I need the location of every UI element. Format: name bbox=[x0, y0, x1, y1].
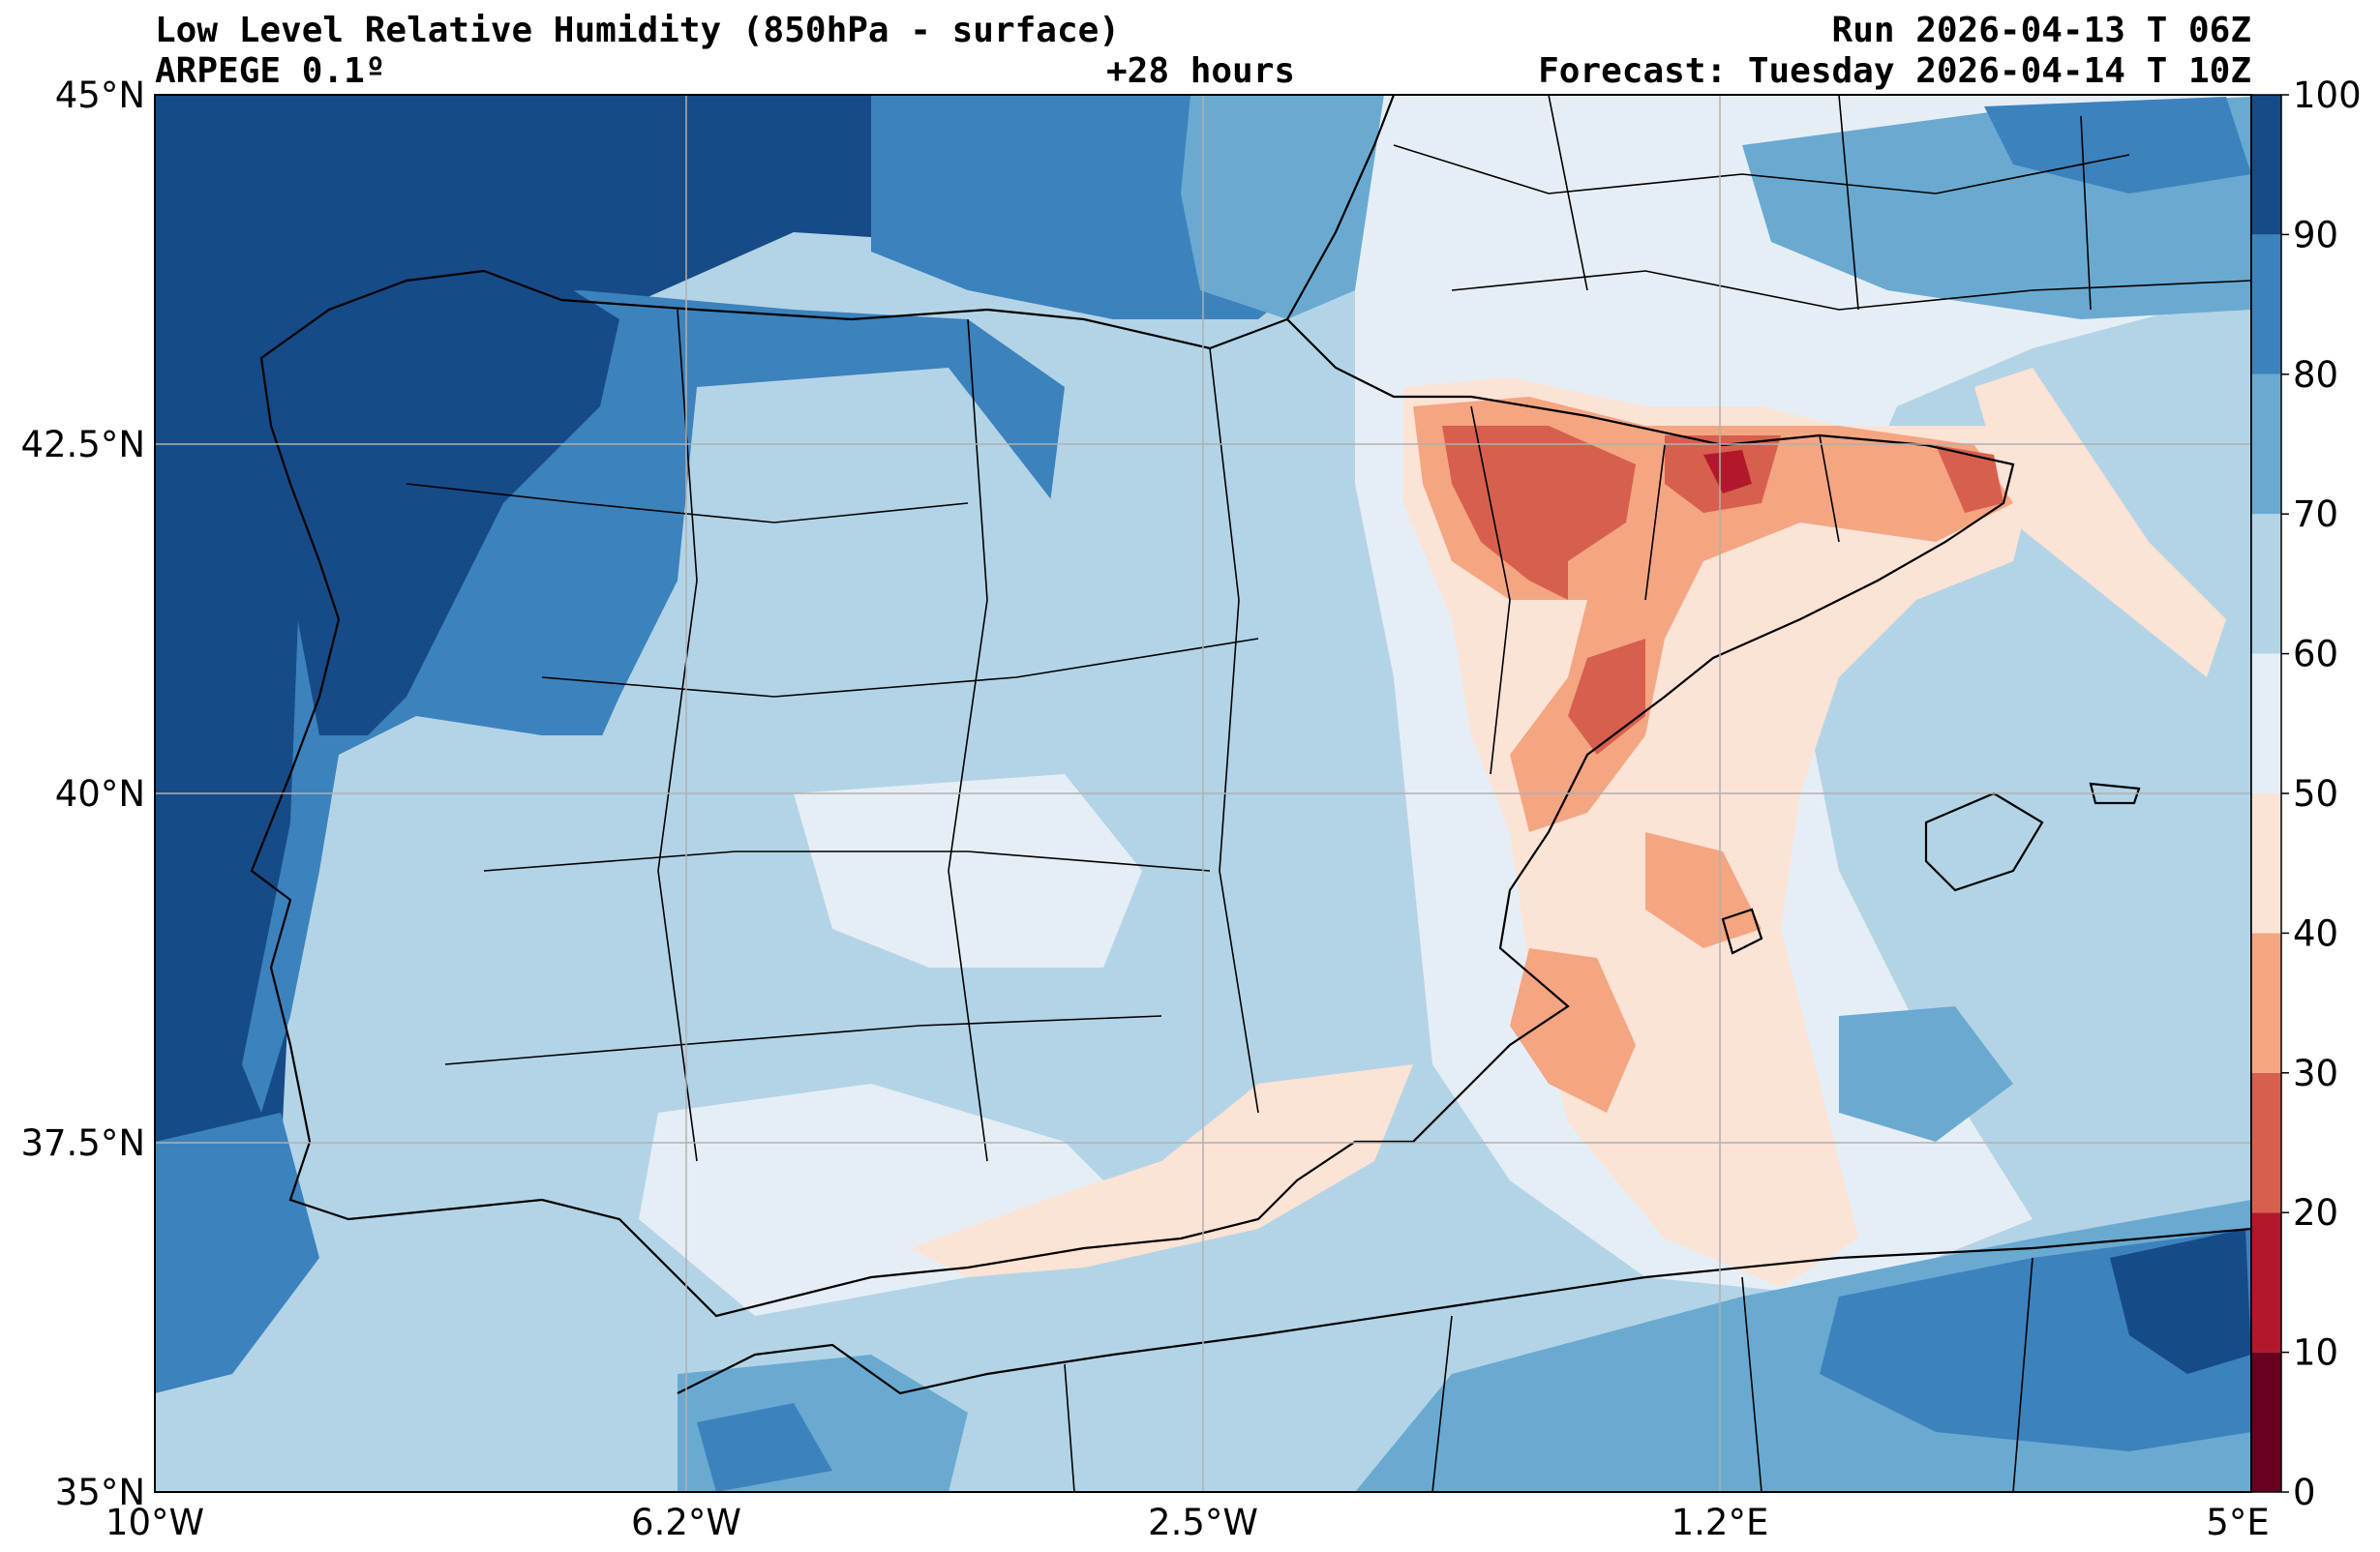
france-borders bbox=[1393, 95, 2251, 311]
africa-borders bbox=[1064, 1257, 2034, 1492]
interior-borders bbox=[406, 309, 1840, 1162]
colorbar-tick-label: 80 bbox=[2293, 354, 2338, 396]
colorbar-segment bbox=[2251, 1352, 2281, 1492]
colorbar-segment bbox=[2251, 1072, 2281, 1213]
colorbar-tick-label: 90 bbox=[2293, 214, 2338, 255]
field-levante-30 bbox=[1510, 948, 1636, 1113]
colorbar-tick-label: 20 bbox=[2293, 1192, 2338, 1234]
field-med-70 bbox=[1839, 1006, 2013, 1142]
field-central-50 bbox=[794, 774, 1142, 968]
colorbar-segment bbox=[2251, 95, 2281, 235]
lon-label: 10°W bbox=[105, 1502, 204, 1543]
forecast-label: Forecast: Tuesday 2026-04-14 T 10Z bbox=[1538, 51, 2251, 91]
model-label: ARPEGE 0.1º bbox=[155, 51, 386, 91]
colorbar-segment bbox=[2251, 1212, 2281, 1353]
lat-labels: 45°N 42.5°N 40°N 37.5°N 35°N bbox=[20, 75, 145, 1513]
france-coast bbox=[1286, 95, 1396, 320]
lat-label: 45°N bbox=[55, 75, 145, 116]
colorbar-tick-label: 10 bbox=[2293, 1332, 2338, 1374]
lat-label: 37.5°N bbox=[20, 1122, 145, 1164]
colorbar-ticks: 0 10 20 30 40 50 60 70 80 90 100 bbox=[2281, 75, 2362, 1513]
run-label: Run 2026-04-13 T 06Z bbox=[1831, 11, 2251, 50]
colorbar-tick-label: 30 bbox=[2293, 1053, 2338, 1094]
colorbar-tick-label: 40 bbox=[2293, 912, 2338, 954]
chart-title: Low Level Relative Humidity (850hPa - su… bbox=[155, 11, 1120, 50]
field-gulf-lion-40 bbox=[1974, 368, 2226, 677]
coastlines bbox=[250, 95, 2251, 1492]
colorbar-tick-label: 60 bbox=[2293, 634, 2338, 675]
menorca-coast bbox=[2089, 782, 2141, 805]
lon-label: 1.2°E bbox=[1672, 1502, 1769, 1543]
field-atlantic-80 bbox=[155, 1113, 319, 1393]
field-alps-80 bbox=[1984, 97, 2251, 194]
field-core-10 bbox=[1703, 450, 1752, 493]
gridlines bbox=[155, 95, 2251, 1492]
colorbar-segment bbox=[2251, 234, 2281, 374]
field-east-20 bbox=[1936, 445, 2003, 513]
field-atlas-80 bbox=[697, 1403, 832, 1492]
colorbar-tick-label: 50 bbox=[2293, 773, 2338, 815]
field-africa-90 bbox=[2110, 1229, 2251, 1374]
field-sea-30 bbox=[1645, 832, 1762, 948]
africa-coast bbox=[677, 1227, 2251, 1395]
colorbar-segment bbox=[2251, 653, 2281, 793]
field-ebro-20 bbox=[1442, 426, 1636, 600]
lat-label: 42.5°N bbox=[20, 424, 145, 465]
colorbar-segment bbox=[2251, 933, 2281, 1073]
colorbar-segment bbox=[2251, 514, 2281, 654]
colorbar-tick-label: 0 bbox=[2293, 1472, 2316, 1513]
lat-label: 40°N bbox=[55, 773, 145, 815]
colorbar-tick-label: 100 bbox=[2293, 75, 2362, 116]
colorbar-segment bbox=[2251, 793, 2281, 934]
lon-label: 6.2°W bbox=[631, 1502, 741, 1543]
field-southeast-40 bbox=[910, 1064, 1413, 1277]
colorbar bbox=[2250, 94, 2282, 1493]
lon-label: 5°E bbox=[2206, 1502, 2269, 1543]
iberia-coast bbox=[250, 269, 2015, 1318]
ibiza-coast bbox=[1721, 908, 1763, 955]
lon-label: 2.5°W bbox=[1148, 1502, 1258, 1543]
lead-time-label: +28 hours bbox=[1106, 51, 1296, 91]
field-biscay-70 bbox=[1181, 95, 1384, 319]
colorbar-tick-label: 70 bbox=[2293, 493, 2338, 535]
lat-label: 35°N bbox=[55, 1472, 145, 1513]
colorbar-segment bbox=[2251, 373, 2281, 515]
lon-labels: 10°W 6.2°W 2.5°W 1.2°E 5°E bbox=[105, 1502, 2270, 1543]
field-nw-90 bbox=[290, 271, 619, 735]
